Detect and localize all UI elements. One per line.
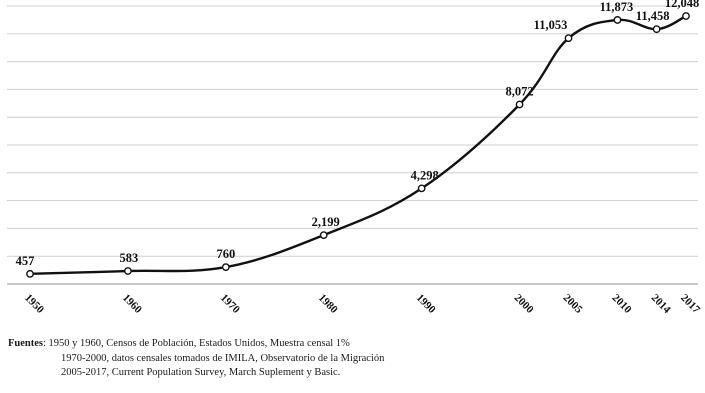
data-label: 11,053 (534, 18, 568, 32)
data-point (682, 12, 690, 20)
sources-label: Fuentes (8, 338, 43, 349)
data-point (26, 269, 34, 278)
x-tick-label: 1960 (120, 292, 144, 316)
data-point (221, 263, 230, 271)
line-chart: 457 583 760 2,199 4,298 8,072 11,053 11,87311,4… (7, 0, 702, 316)
data-label: 8,072 (505, 84, 533, 98)
x-tick-label: 2017 (678, 292, 702, 316)
data-point (564, 34, 573, 43)
x-tick-label: 1990 (414, 292, 438, 316)
data-point (613, 16, 622, 24)
sources-note: Fuentes: 1950 y 1960, Censos de Població… (8, 337, 384, 381)
x-tick-label: 2000 (512, 292, 536, 316)
data-label: 583 (120, 251, 139, 265)
data-point (319, 231, 328, 239)
data-point (124, 267, 132, 275)
data-point (515, 100, 524, 109)
data-point (652, 25, 661, 34)
sources-line-1: : 1950 y 1960, Censos de Población, Esta… (43, 338, 350, 349)
x-tick-label: 2010 (610, 292, 634, 316)
data-label: 11,458 (636, 9, 670, 23)
data-label: 457 (16, 254, 35, 268)
x-tick-label: 2005 (561, 292, 585, 316)
x-tick-label: 1970 (218, 292, 242, 316)
sources-line-2: 1970-2000, datos censales tomados de IMI… (61, 352, 385, 364)
x-tick-label: 2014 (649, 292, 673, 316)
data-label: 2,199 (312, 215, 340, 229)
series-line (29, 14, 687, 276)
x-tick-label: 1980 (316, 292, 340, 316)
data-label: 11,873 (600, 0, 634, 14)
data-label: 760 (216, 247, 235, 261)
data-label: 12,048 (665, 0, 699, 10)
sources-line-3: 2005-2017, Current Population Survey, Ma… (61, 367, 341, 378)
data-label: 4,298 (411, 168, 439, 182)
data-point (417, 184, 426, 193)
x-tick-label: 1950 (22, 292, 46, 316)
